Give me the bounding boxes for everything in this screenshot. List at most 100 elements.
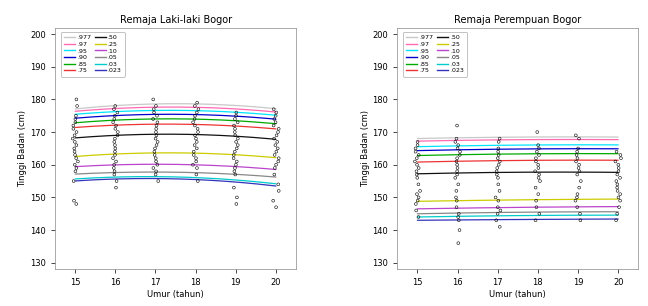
Point — [188, 120, 198, 125]
Point — [229, 156, 239, 161]
Point — [273, 156, 284, 161]
Point — [415, 188, 425, 193]
Point — [108, 156, 118, 161]
Point — [451, 136, 461, 141]
Point — [411, 156, 422, 161]
Point — [191, 172, 202, 177]
Point — [231, 159, 242, 164]
Point — [491, 218, 502, 223]
Point — [531, 185, 541, 190]
X-axis label: Umur (tahun): Umur (tahun) — [147, 290, 204, 299]
Point — [72, 103, 82, 108]
Point — [452, 205, 462, 210]
Point — [152, 162, 163, 167]
Point — [192, 179, 203, 184]
Point — [573, 146, 583, 151]
Point — [109, 166, 119, 170]
Point — [230, 117, 240, 121]
Point — [572, 156, 583, 161]
Point — [494, 140, 504, 144]
Point — [411, 192, 422, 196]
Point — [612, 211, 622, 216]
Point — [69, 162, 80, 167]
Point — [611, 218, 621, 223]
Point — [273, 182, 283, 187]
Point — [273, 146, 283, 151]
Point — [68, 126, 78, 131]
Point — [412, 143, 422, 147]
Point — [571, 159, 581, 164]
Point — [113, 130, 123, 135]
Point — [575, 211, 585, 216]
Title: Remaja Perempuan Bogor: Remaja Perempuan Bogor — [454, 15, 581, 25]
Point — [229, 185, 239, 190]
Point — [616, 156, 626, 161]
Point — [571, 133, 581, 138]
Point — [613, 162, 623, 167]
Point — [614, 205, 624, 210]
Point — [151, 103, 161, 108]
Point — [71, 143, 82, 147]
Point — [151, 130, 161, 135]
Point — [110, 113, 120, 118]
Point — [615, 198, 625, 203]
Legend: .977, .97, .95, .90, .85, .75, .50, .25, .10, .05, .03, .023: .977, .97, .95, .90, .85, .75, .50, .25,… — [403, 32, 467, 76]
Point — [149, 110, 159, 115]
Point — [193, 107, 203, 112]
Point — [615, 192, 625, 196]
Point — [451, 188, 461, 193]
Point — [148, 97, 158, 102]
Point — [150, 156, 161, 161]
Point — [454, 211, 464, 216]
Point — [270, 152, 280, 157]
Point — [454, 228, 465, 233]
Point — [112, 110, 122, 115]
Point — [411, 201, 421, 206]
Point — [231, 201, 242, 206]
Point — [493, 146, 503, 151]
Point — [452, 123, 462, 128]
Point — [492, 172, 502, 177]
Point — [452, 146, 463, 151]
Point — [190, 113, 200, 118]
Y-axis label: Tinggi Badan (cm): Tinggi Badan (cm) — [360, 110, 369, 187]
Point — [233, 120, 243, 125]
Point — [229, 123, 239, 128]
Point — [231, 140, 241, 144]
Point — [269, 172, 279, 177]
Point — [453, 215, 463, 219]
Point — [493, 182, 503, 187]
Point — [69, 179, 79, 184]
Point — [413, 182, 424, 187]
Point — [610, 159, 621, 164]
Point — [273, 130, 283, 135]
Point — [111, 179, 122, 184]
Point — [410, 159, 420, 164]
Point — [533, 162, 544, 167]
Point — [452, 162, 462, 167]
Point — [271, 162, 281, 167]
Point — [412, 140, 422, 144]
Point — [450, 140, 461, 144]
Point — [411, 169, 422, 174]
Point — [111, 123, 121, 128]
Point — [148, 107, 159, 112]
Point — [151, 169, 161, 174]
Point — [229, 169, 240, 174]
Point — [410, 149, 421, 154]
Point — [189, 143, 200, 147]
Point — [270, 166, 280, 170]
Point — [453, 241, 463, 246]
Point — [572, 195, 582, 200]
Point — [189, 152, 199, 157]
Point — [151, 159, 161, 164]
Point — [150, 146, 160, 151]
Point — [572, 205, 583, 210]
Point — [110, 126, 121, 131]
Point — [572, 149, 583, 154]
Point — [413, 166, 424, 170]
Point — [494, 159, 505, 164]
Point — [229, 130, 240, 135]
Point — [534, 152, 544, 157]
Point — [71, 113, 81, 118]
